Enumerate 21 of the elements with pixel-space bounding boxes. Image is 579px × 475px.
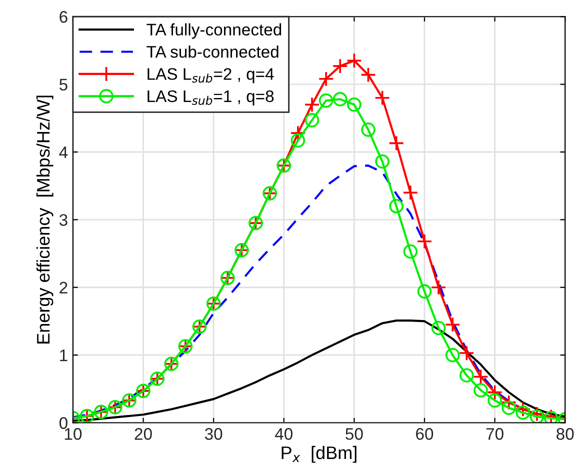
legend-label: TA sub-connected bbox=[146, 45, 278, 58]
x-tick-label: 40 bbox=[274, 428, 292, 440]
x-axis-title: P$_{x}$ [dBm] bbox=[282, 446, 356, 463]
y-tick-label: 4 bbox=[59, 146, 68, 158]
x-tick-label: 30 bbox=[204, 428, 222, 440]
legend-label: TA fully-connected bbox=[146, 23, 282, 39]
x-tick-label: 20 bbox=[134, 428, 152, 440]
y-tick-label: 0 bbox=[59, 417, 68, 429]
x-tick-label: 80 bbox=[556, 428, 574, 440]
x-tick-label: 50 bbox=[346, 428, 363, 440]
legend-label: LAS L$_{sub}$=2 , q=4 bbox=[148, 68, 274, 84]
x-tick-label: 70 bbox=[486, 428, 504, 440]
y-tick-label: 6 bbox=[60, 11, 68, 23]
x-tick-label: 10 bbox=[64, 428, 82, 440]
y-tick-label: 3 bbox=[59, 214, 68, 226]
y-axis-title: Energy efficiency [Mbps/Hz/W] bbox=[36, 96, 54, 344]
y-tick-label: 1 bbox=[60, 350, 68, 362]
y-tick-label: 2 bbox=[60, 282, 68, 294]
legend-label: LAS L$_{sub}$=1 , q=8 bbox=[148, 90, 274, 106]
x-tick-label: 60 bbox=[416, 428, 434, 440]
y-tick-label: 5 bbox=[59, 78, 68, 91]
